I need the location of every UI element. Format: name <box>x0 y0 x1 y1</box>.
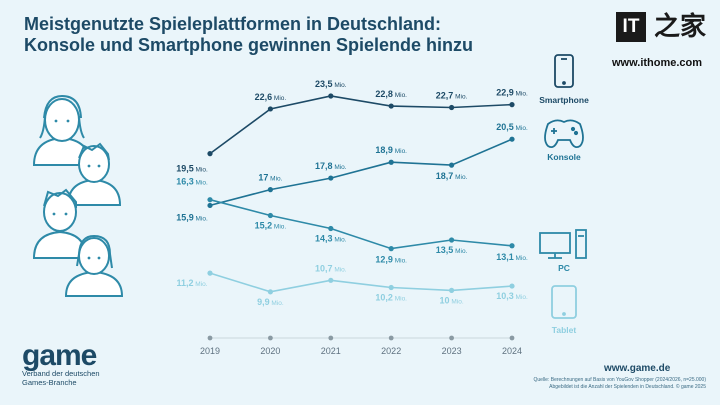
data-point <box>207 151 213 157</box>
source-line-2: Abgebildet ist die Anzahl der Spielenden… <box>549 384 706 390</box>
game-logo: game <box>22 339 97 372</box>
gamepad-icon <box>544 119 584 149</box>
title-line-1: Meistgenutzte Spieleplattformen in Deuts… <box>24 14 442 34</box>
x-tick-label: 2024 <box>502 346 522 356</box>
data-point <box>267 106 273 112</box>
legend-label-konsole: Konsole <box>547 152 581 162</box>
x-axis-dot <box>449 335 454 341</box>
data-point <box>509 136 515 142</box>
x-axis-dot <box>207 335 213 341</box>
data-point <box>449 104 455 111</box>
x-tick-label: 2022 <box>381 346 401 356</box>
data-point <box>509 283 515 289</box>
data-label: 15,2 Mio. <box>255 221 287 231</box>
data-label: 13,1 Mio. <box>496 252 528 262</box>
tagline-line-1: Verband der deutschen <box>22 369 100 378</box>
data-point <box>267 289 273 295</box>
data-label: 20,5 Mio. <box>496 122 528 132</box>
data-point <box>328 175 334 181</box>
data-label: 17 Mio. <box>258 173 282 183</box>
chart-title: Meistgenutzte Spieleplattformen in Deuts… <box>24 14 473 56</box>
legend-label-smartphone: Smartphone <box>539 95 589 105</box>
data-label: 10,3 Mio. <box>496 291 528 301</box>
data-point <box>449 162 455 168</box>
data-point <box>207 197 213 203</box>
tablet-icon <box>551 285 577 319</box>
series-smartphone: 19,5 Mio. 22,6 Mio. 23,5 Mio. 22,8 Mio. 22,7… <box>176 79 528 174</box>
source-note: Quelle: Berechnungen auf Basis von YouGo… <box>534 377 707 391</box>
data-label: 9,9 Mio. <box>257 297 284 307</box>
data-label: 22,8 Mio. <box>375 89 407 99</box>
data-point <box>449 237 455 243</box>
data-label: 18,7 Mio. <box>436 171 468 181</box>
series-tablet: 11,2 Mio. 9,9 Mio. 10,7 Mio. 10,2 Mio. 10 Mi… <box>176 263 528 307</box>
data-label: 10 Mio. <box>440 295 464 305</box>
data-label: 22,6 Mio. <box>255 92 287 102</box>
data-label: 19,5 Mio. <box>176 164 208 174</box>
data-label: 12,9 Mio. <box>375 255 407 265</box>
data-label: 15,9 Mio. <box>176 212 208 222</box>
data-label: 22,7 Mio. <box>436 91 468 101</box>
person-2 <box>66 142 122 206</box>
title-line-2: Konsole und Smartphone gewinnen Spielend… <box>24 35 474 55</box>
x-tick-label: 2021 <box>321 346 341 356</box>
x-axis-dot <box>509 335 515 341</box>
watermark-url: www.ithome.com <box>612 57 703 69</box>
game-tagline: Verband der deutschen Games-Branche <box>22 369 100 387</box>
data-point <box>388 103 394 109</box>
smartphone-icon <box>554 54 574 88</box>
series-line-konsole <box>209 138 513 207</box>
data-point <box>267 187 273 193</box>
data-point <box>388 246 394 252</box>
data-point <box>328 93 334 99</box>
x-axis-dot <box>328 335 334 341</box>
data-label: 13,5 Mio. <box>436 245 468 255</box>
data-point <box>449 287 455 293</box>
person-4 <box>64 234 124 297</box>
series-line-tablet <box>209 272 513 293</box>
legend-label-pc: PC <box>558 263 570 273</box>
data-point <box>267 212 273 219</box>
data-point <box>328 277 334 283</box>
x-axis-dot <box>388 335 394 341</box>
data-point <box>509 243 515 249</box>
data-label: 11,2 Mio. <box>176 278 207 288</box>
tagline-line-2: Games-Branche <box>22 378 77 387</box>
data-point <box>509 102 515 108</box>
data-label: 18,9 Mio. <box>375 145 407 155</box>
series-line-pc <box>209 198 513 250</box>
data-label: 14,3 Mio. <box>315 233 347 243</box>
series-pc: 16,3 Mio. 15,2 Mio. 14,3 Mio. 12,9 Mio. 13,5… <box>176 177 528 265</box>
data-label: 23,5 Mio. <box>315 79 347 89</box>
data-point <box>388 284 394 291</box>
pc-icon <box>539 229 587 259</box>
x-tick-label: 2019 <box>200 346 220 356</box>
data-label: 10,2 Mio. <box>375 293 407 303</box>
ithome-logo-icon: IT <box>616 12 646 42</box>
data-point <box>207 202 213 209</box>
people-illustration <box>32 94 124 297</box>
x-tick-label: 2020 <box>260 346 280 356</box>
data-label: 10,7 Mio. <box>315 263 347 273</box>
person-3 <box>32 188 88 259</box>
series-line-smartphone <box>209 95 513 155</box>
source-line-1: Quelle: Berechnungen auf Basis von YouGo… <box>533 377 707 383</box>
data-label: 22,9 Mio. <box>496 88 528 98</box>
x-tick-label: 2023 <box>442 346 462 356</box>
data-point <box>388 159 394 165</box>
series-konsole: 15,9 Mio. 17 Mio. 17,8 Mio. 18,9 Mio. 18,7 M… <box>176 122 528 222</box>
x-axis-dot <box>268 335 273 341</box>
game-website-link[interactable]: www.game.de <box>604 363 671 374</box>
legend-label-tablet: Tablet <box>552 325 577 335</box>
ithome-logo-text: 之家 <box>654 12 707 42</box>
data-point <box>207 270 213 276</box>
data-label: 16,3 Mio. <box>176 177 208 187</box>
data-point <box>328 225 334 232</box>
data-label: 17,8 Mio. <box>315 161 347 171</box>
person-1 <box>32 94 92 166</box>
